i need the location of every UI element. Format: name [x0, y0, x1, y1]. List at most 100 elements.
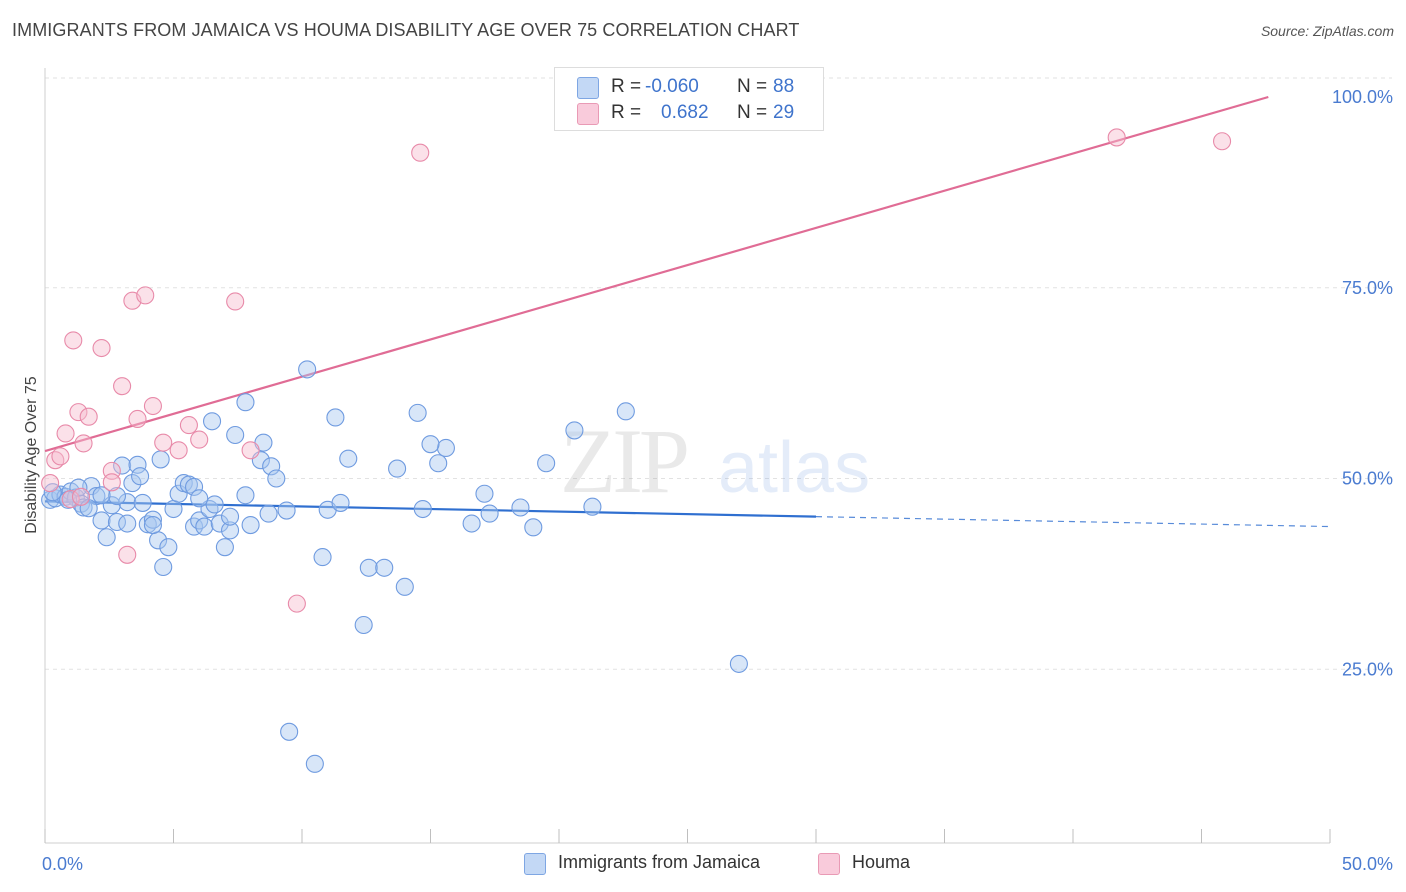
legend-swatch-houma: [577, 103, 599, 125]
point-houma: [411, 143, 430, 162]
point-jamaica: [241, 515, 260, 535]
r-label: R =: [611, 76, 642, 97]
point-jamaica: [220, 507, 240, 526]
point-jamaica: [215, 538, 234, 557]
data-points: [41, 128, 1232, 773]
n-label: N =: [737, 76, 768, 97]
point-jamaica: [413, 499, 432, 519]
chart-title: IMMIGRANTS FROM JAMAICA VS HOUMA DISABIL…: [12, 20, 800, 40]
series-label-jamaica: Immigrants from Jamaica: [558, 852, 761, 872]
point-houma: [102, 473, 121, 492]
point-jamaica: [475, 484, 494, 503]
point-houma: [56, 424, 75, 443]
point-jamaica: [480, 504, 499, 523]
point-jamaica: [729, 654, 748, 673]
point-jamaica: [339, 449, 358, 468]
point-jamaica: [236, 486, 255, 505]
point-houma: [136, 286, 155, 305]
point-houma: [41, 474, 60, 493]
point-houma: [1107, 128, 1126, 147]
point-jamaica: [236, 393, 255, 412]
point-jamaica: [203, 412, 222, 431]
point-jamaica: [154, 557, 173, 577]
point-jamaica: [421, 435, 440, 454]
point-jamaica: [164, 499, 183, 519]
x-tick-label: 50.0%: [1342, 854, 1393, 874]
trend-extension-0: [815, 516, 1331, 528]
x-tick-label: 0.0%: [42, 854, 83, 874]
series-swatch-houma: [818, 853, 840, 875]
point-jamaica: [313, 548, 332, 567]
point-houma: [71, 487, 91, 506]
point-jamaica: [259, 504, 278, 523]
point-jamaica: [537, 454, 556, 473]
r-value-jamaica: -0.060: [645, 76, 699, 97]
point-jamaica: [429, 454, 448, 473]
point-jamaica: [92, 511, 111, 530]
point-jamaica: [331, 493, 350, 512]
point-houma: [51, 447, 70, 466]
point-jamaica: [151, 450, 170, 469]
point-houma: [287, 594, 306, 613]
y-axis-label: Disability Age Over 75: [23, 376, 40, 534]
r-label: R =: [611, 102, 642, 123]
point-houma: [128, 409, 147, 429]
point-jamaica: [524, 518, 543, 537]
y-tick-label: 50.0%: [1342, 469, 1393, 489]
point-jamaica: [92, 486, 111, 505]
point-houma: [154, 433, 173, 452]
tick-labels: 25.0% 50.0% 75.0% 100.0% 0.0% 50.0%: [42, 87, 1393, 874]
point-jamaica: [388, 459, 407, 478]
source-label: Source: ZipAtlas.com: [1260, 23, 1394, 39]
point-jamaica: [277, 501, 296, 520]
watermark-atlas: atlas: [718, 428, 870, 508]
grid-lines: [45, 77, 1392, 670]
point-jamaica: [511, 498, 530, 517]
point-jamaica: [616, 402, 635, 421]
point-houma: [190, 430, 209, 449]
point-jamaica: [267, 469, 286, 488]
point-houma: [179, 416, 198, 435]
point-jamaica: [408, 403, 427, 422]
point-jamaica: [97, 528, 116, 547]
point-jamaica: [131, 467, 150, 486]
point-jamaica: [375, 558, 394, 577]
point-jamaica: [169, 484, 188, 503]
point-jamaica: [143, 515, 162, 535]
point-jamaica: [210, 514, 229, 533]
point-jamaica: [205, 495, 224, 514]
point-houma: [118, 545, 137, 564]
n-value-houma: 29: [773, 102, 795, 123]
r-value-houma: 0.682: [661, 102, 709, 123]
point-jamaica: [220, 521, 240, 540]
point-jamaica: [118, 493, 137, 512]
point-houma: [113, 377, 132, 396]
n-value-jamaica: 88: [773, 76, 795, 97]
trend-line-1: [44, 95, 1269, 453]
point-jamaica: [107, 486, 127, 506]
watermark: ZIP atlas: [560, 410, 870, 512]
point-jamaica: [195, 517, 214, 536]
point-jamaica: [565, 421, 584, 440]
point-jamaica: [190, 489, 209, 508]
point-houma: [169, 441, 188, 460]
point-jamaica: [133, 493, 152, 512]
point-jamaica: [462, 514, 481, 533]
point-jamaica: [118, 514, 137, 533]
point-houma: [64, 331, 83, 350]
point-jamaica: [113, 456, 132, 475]
correlation-legend: R = -0.060 N = 88 R = 0.682 N = 29: [554, 67, 824, 131]
point-jamaica: [185, 477, 204, 496]
trend-lines: [44, 95, 1331, 528]
trend-line-0: [44, 500, 817, 518]
point-jamaica: [123, 474, 142, 493]
point-houma: [69, 403, 88, 422]
point-jamaica: [436, 438, 455, 458]
point-jamaica: [583, 497, 602, 516]
point-jamaica: [326, 408, 345, 427]
point-jamaica: [359, 558, 378, 577]
point-houma: [1213, 132, 1232, 151]
point-houma: [143, 396, 162, 416]
y-tick-label: 25.0%: [1342, 659, 1393, 679]
